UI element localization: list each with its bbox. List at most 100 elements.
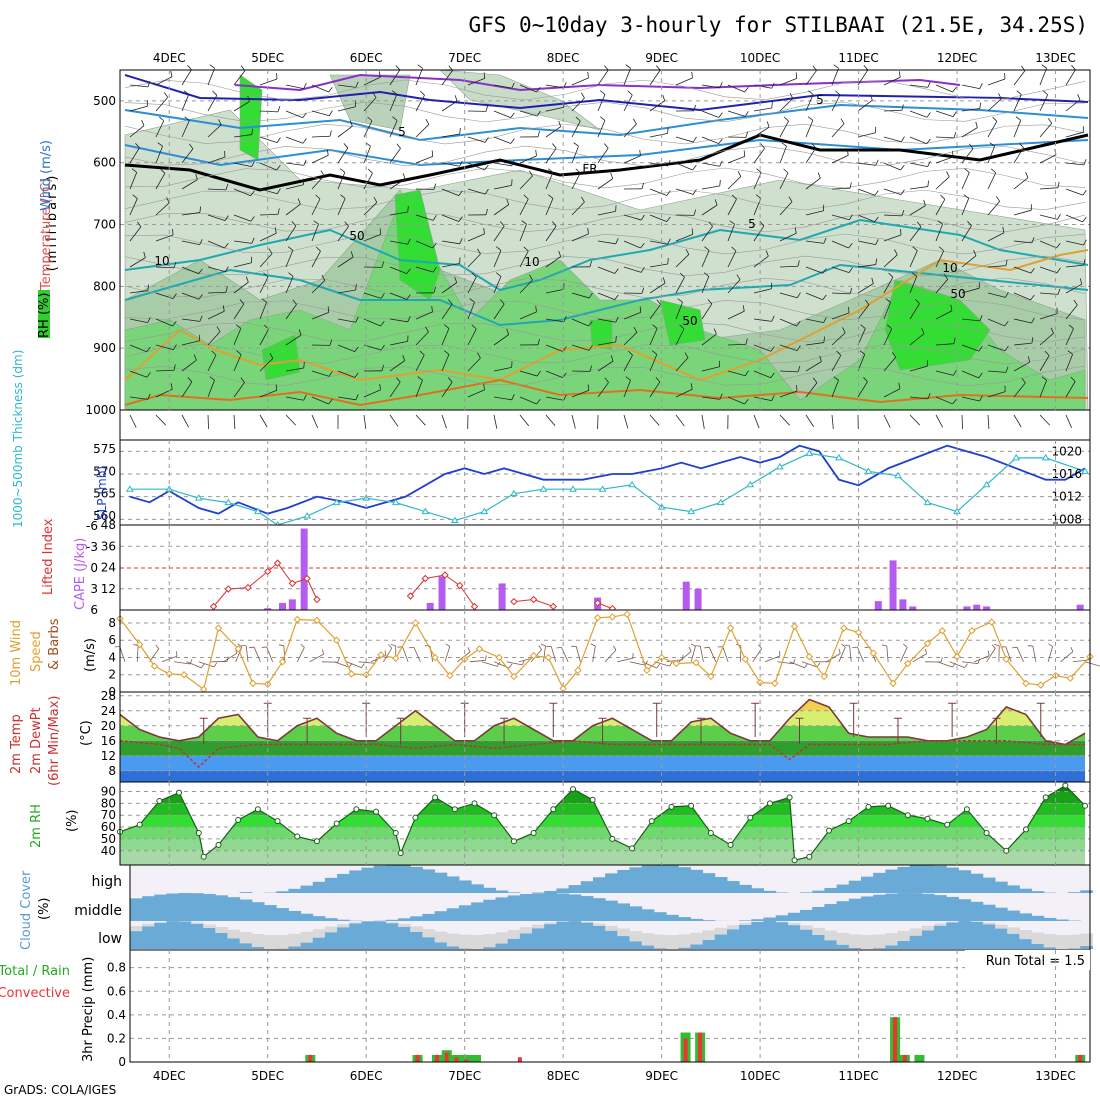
wind-barb-flag [998,93,1002,99]
wind-barb [207,310,225,320]
wind-barb [935,84,953,93]
cloud-cell [629,941,643,949]
wind-barb [181,69,192,86]
wind-barb [337,256,354,268]
wind-barb-flag [677,298,683,303]
cloud-low-cell [787,923,801,926]
cloud-cell [690,869,704,893]
cloud-cell [605,873,618,893]
wind-barb [779,390,798,398]
wind-barb [701,162,720,167]
wind-barb [519,370,538,377]
wind-barb [545,225,557,242]
wind-barb-flag [537,130,540,137]
wind-barb [883,214,902,217]
rh-line-marker [806,853,813,860]
top-date-label: 10DEC [740,51,780,65]
wind-barb-flag [1073,299,1078,306]
cloud-low-cell [532,924,545,929]
wind-barb-flag [915,299,920,304]
wind-barb-flag [863,377,868,382]
surface-barb [311,414,318,428]
lifted-index-line-marker [288,579,297,588]
top-date-label: 12DEC [937,51,977,65]
lifted-index-line-marker [456,581,464,590]
wind-barb-flag [209,64,215,69]
wind-barb [987,98,1002,112]
wind-barb-flag [458,190,463,196]
wind-barb-flag [589,365,593,372]
rh-contour [124,123,1086,145]
cloud-cell [617,936,630,949]
wind-barb-flag [212,90,218,96]
wind-barb-flag [875,239,879,245]
wind-barb-flag [172,321,177,327]
rh-contour [124,321,1086,343]
pressure-tick-label: 1000 [85,403,116,417]
wind-barb-flag [708,221,713,227]
top-date-label: 13DEC [1035,51,1075,65]
cloud-low-cell [385,922,399,924]
wind-barb [654,661,670,667]
cloud-cell [373,921,387,949]
wind-barb-flag [224,243,229,249]
precip-convective-bar [683,1038,688,1062]
wind-barb [155,344,174,351]
wind-barb-flag [679,324,685,330]
wind-barb [519,396,537,405]
wind-barb-flag [860,324,866,329]
wind-barb [467,136,486,143]
rh-line-marker [688,802,695,809]
wind-barb [912,653,927,663]
rh-region [124,199,1086,411]
wind-barb-flag [445,643,451,647]
wind-barb-flag [521,660,525,666]
wind-barb-flag [247,95,250,102]
wind-barb-flag [355,394,359,400]
wind-barb-flag [355,283,357,291]
wind-barb [675,328,685,346]
wind-barb [857,214,875,223]
cloud-cell [337,919,350,921]
cloud-cell [934,925,947,949]
wind-barb [259,328,269,346]
cloud-cell [958,921,972,949]
wind-barb [467,302,475,320]
wind-barb [493,250,502,268]
cloud-cell [239,899,253,921]
cloud-cell [154,894,168,921]
cloud-cell [458,905,472,921]
cloud-cell [507,938,521,949]
label-2m-rh: 2m RH [29,804,44,848]
cloud-low-cell [982,922,996,925]
wind-barb-flag [795,72,798,79]
cloud-cell [215,932,228,949]
wind-barb [961,287,980,294]
thickness-line-marker [1041,453,1050,461]
bottom-date-label: 6DEC [350,1069,383,1083]
wind-barb [493,136,511,144]
wind-barb-flag [471,324,477,330]
wind-barb-flag [287,246,294,251]
wind-barb [207,380,215,398]
wind-barb-flag [892,352,897,358]
wind-barb [623,332,638,346]
wind-barb [363,389,381,398]
wind-barb [311,312,329,320]
wind-barb [909,205,926,216]
wind-barb-flag [924,648,927,654]
wind-barb-flag [874,216,879,223]
wind-barb-flag [425,326,429,333]
cloud-cell [556,893,570,921]
cloud-cell [568,921,582,949]
wind-barb-flag [575,168,581,174]
cloud-cell [800,929,813,949]
wind-barb [363,202,378,216]
wind-barb-flag [771,101,773,109]
wind-barb [597,69,609,86]
wind-speed-line-marker [968,627,976,635]
y-tick-label: 20 [101,719,116,733]
wind-barb-flag [633,326,638,333]
lifted-index-line-marker [593,599,602,607]
wind-barb [857,304,870,320]
